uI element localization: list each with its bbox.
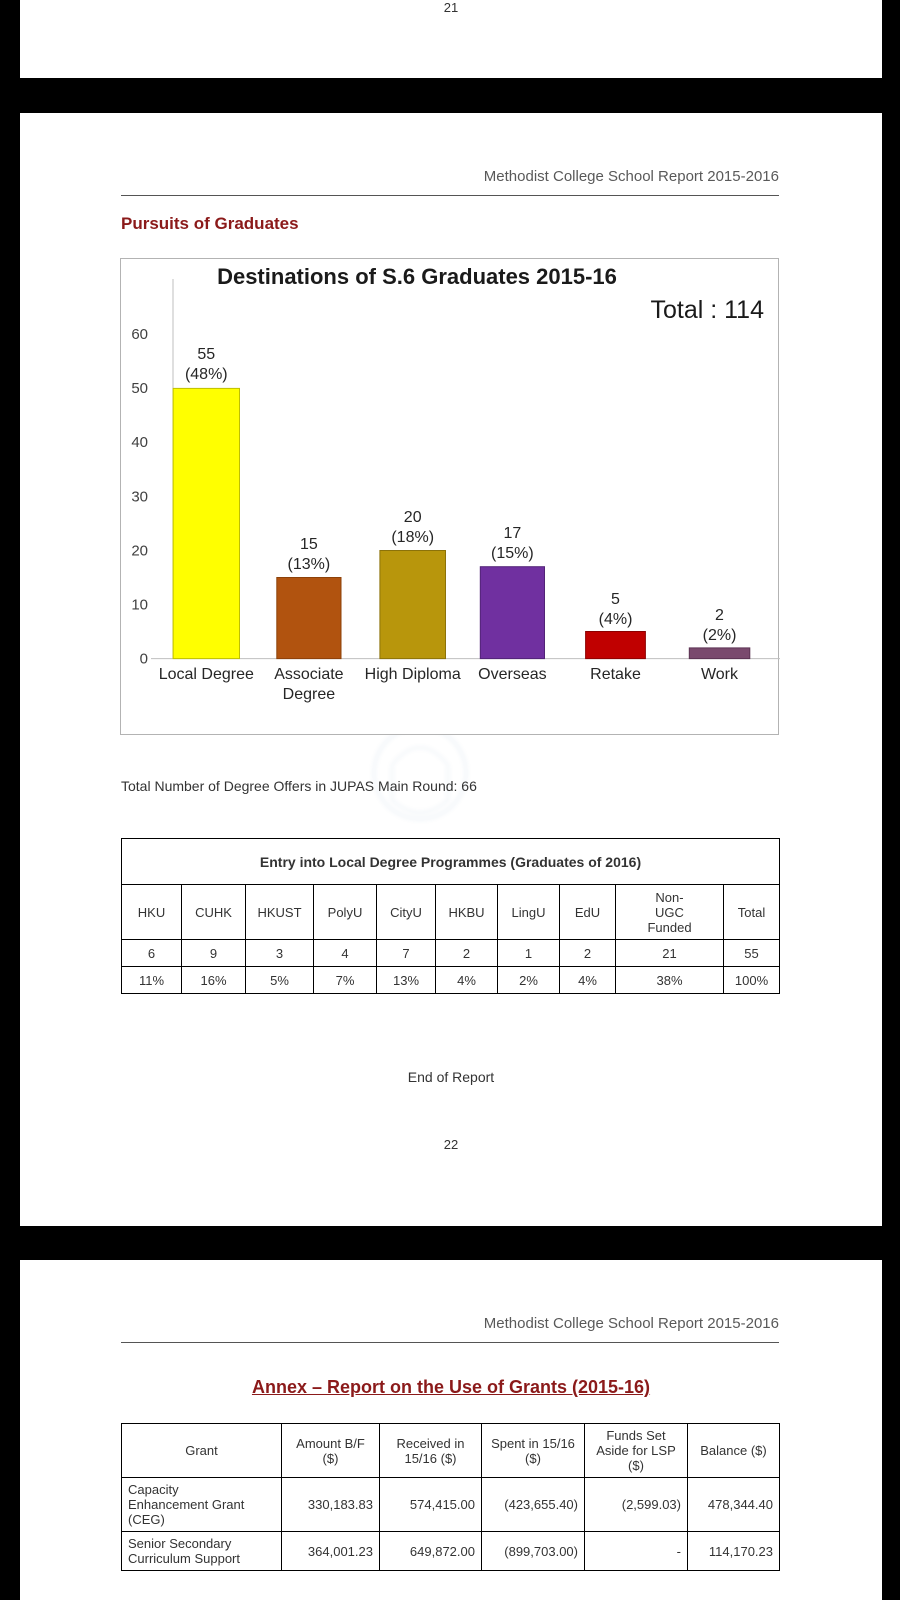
svg-text:30: 30 [131, 488, 148, 505]
svg-text:(2%): (2%) [703, 627, 737, 644]
svg-text:Destinations of S.6 Graduates: Destinations of S.6 Graduates 2015-16 [217, 264, 617, 289]
svg-text:15: 15 [300, 536, 318, 553]
svg-text:20: 20 [404, 509, 422, 526]
svg-text:Associate: Associate [274, 666, 343, 683]
svg-text:5: 5 [611, 591, 620, 608]
svg-text:Total : 114: Total : 114 [650, 296, 764, 324]
svg-text:60: 60 [131, 326, 148, 343]
svg-text:(18%): (18%) [391, 529, 434, 546]
svg-text:Retake: Retake [590, 666, 641, 683]
svg-text:(15%): (15%) [491, 545, 534, 562]
svg-text:20: 20 [131, 542, 148, 559]
svg-text:Local Degree: Local Degree [159, 666, 254, 683]
svg-text:(48%): (48%) [185, 366, 228, 383]
svg-text:Overseas: Overseas [478, 666, 546, 683]
svg-text:Degree: Degree [283, 686, 336, 703]
svg-text:Work: Work [701, 666, 739, 683]
svg-text:50: 50 [131, 380, 148, 397]
svg-text:2: 2 [715, 607, 724, 624]
svg-text:0: 0 [140, 651, 148, 668]
svg-text:High Diploma: High Diploma [365, 666, 461, 683]
svg-text:(4%): (4%) [599, 611, 633, 628]
svg-text:10: 10 [131, 597, 148, 614]
svg-text:17: 17 [504, 525, 522, 542]
svg-text:40: 40 [131, 434, 148, 451]
svg-text:55: 55 [197, 346, 215, 363]
svg-text:(13%): (13%) [288, 556, 331, 573]
